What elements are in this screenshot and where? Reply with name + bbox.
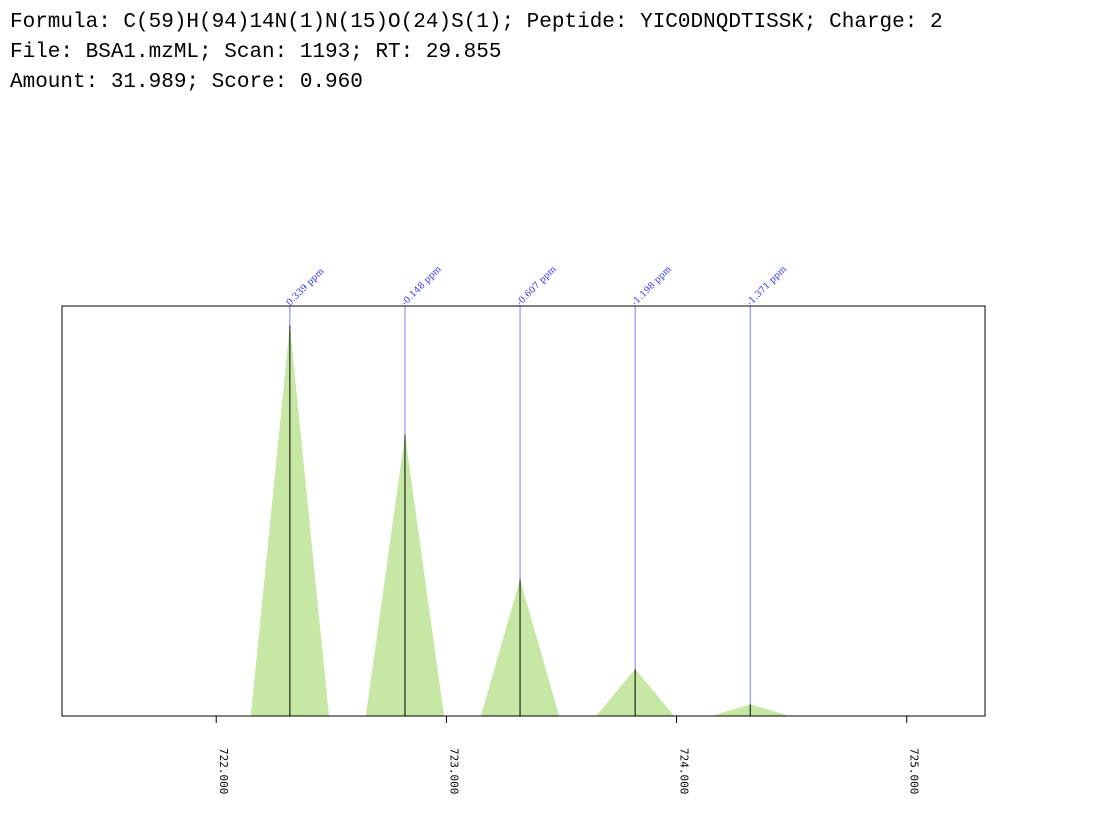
ppm-label-3: -0.607 ppm [515,264,559,308]
ppm-label-5: -1.371 ppm [745,264,789,308]
ppm-label-2: -0.148 ppm [400,264,444,308]
plot-frame [61,305,986,717]
reference-lines-layer [289,306,751,716]
x-tick-label-2: 723.000 [447,748,460,794]
ppm-label-4: -1.198 ppm [630,264,674,308]
ppm-label-1: 0.339 ppm [285,266,327,308]
x-tick-label-4: 725.000 [908,748,921,794]
x-axis: 722.000 723.000 724.000 725.000 [215,716,921,794]
file-scan-line: File: BSA1.mzML; Scan: 1193; RT: 29.855 [10,41,502,64]
amount-score-line: Amount: 31.989; Score: 0.960 [10,71,363,94]
header: Formula: C(59)H(94)14N(1)N(15)O(24)S(1);… [10,8,943,98]
ppm-labels-layer: 0.339 ppm -0.148 ppm -0.607 ppm -1.198 ppm -… [285,264,789,308]
x-tick-label-1: 722.000 [217,748,230,794]
formula-line: Formula: C(59)H(94)14N(1)N(15)O(24)S(1);… [10,11,943,34]
x-tick-label-3: 724.000 [678,748,691,794]
